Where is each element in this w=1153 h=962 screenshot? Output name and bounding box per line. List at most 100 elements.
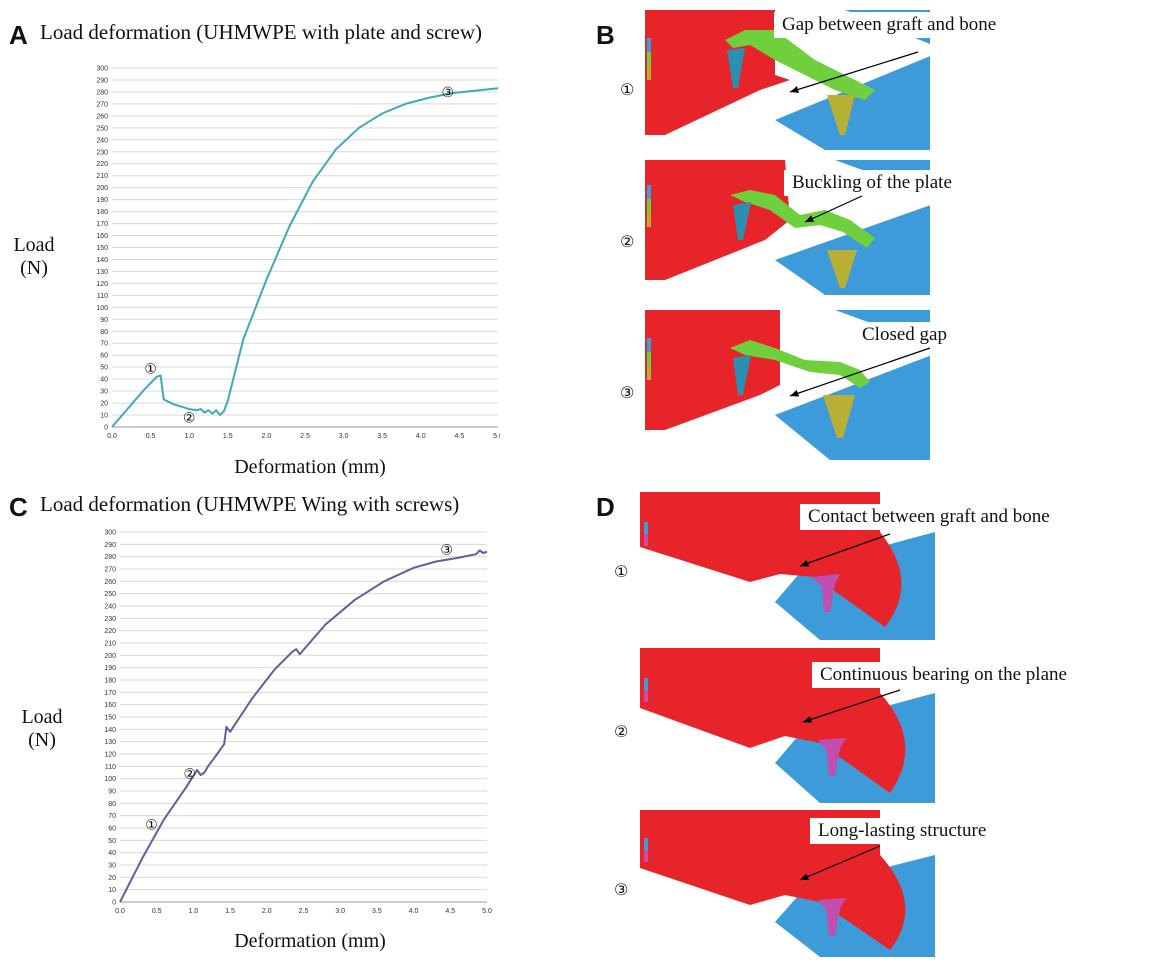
y-tick-label: 60 <box>108 826 116 833</box>
arrow-b3 <box>789 347 931 397</box>
series-line <box>119 549 488 903</box>
fea-image-b1 <box>645 10 945 150</box>
y-tick-label: 80 <box>108 801 116 808</box>
color-scale-bar <box>647 66 651 80</box>
chart-a: 0 10 20 30 40 50 60 70 80 90 100 110 120 130 140 150 160… <box>96 66 500 441</box>
callout-d3: Long-lasting structure <box>810 818 995 844</box>
y-tick-label: 260 <box>96 113 108 120</box>
y-tick-label: 110 <box>97 293 108 300</box>
series-line <box>111 87 499 428</box>
y-tick-label: 160 <box>96 233 108 240</box>
y-tick-label: 280 <box>104 554 116 561</box>
y-tick-label: 190 <box>104 665 116 672</box>
y-tick-label: 30 <box>108 863 116 870</box>
arrow-b2 <box>804 195 863 223</box>
x-tick-label: 1.5 <box>225 908 235 915</box>
bone-shape <box>775 10 945 150</box>
y-tick-label: 180 <box>104 678 116 685</box>
y-tick-label: 150 <box>104 715 116 722</box>
screw-shape <box>818 738 846 776</box>
y-tick-label: 30 <box>100 389 108 396</box>
y-tick-label: 290 <box>104 542 116 549</box>
y-tick-label: 50 <box>108 838 116 845</box>
color-scale-bar <box>644 838 648 850</box>
y-tick-label: 130 <box>96 269 108 276</box>
screw-shape <box>812 574 840 612</box>
step-annotation: ② <box>183 409 196 425</box>
y-tick-label: 230 <box>96 149 108 156</box>
x-tick-label: 4.5 <box>445 908 455 915</box>
x-tick-label: 0.5 <box>152 908 162 915</box>
chart-c-title: Load deformation (UHMWPE Wing with screw… <box>40 492 460 516</box>
callout-b1: Gap between graft and bone <box>774 12 1005 38</box>
plate-shape <box>725 30 875 100</box>
arrow-d3 <box>799 845 881 881</box>
x-tick-label: 3.0 <box>339 433 349 440</box>
color-scale-bar <box>647 38 651 52</box>
x-tick-label: 0.0 <box>115 908 125 915</box>
y-tick-label: 40 <box>100 377 108 384</box>
x-tick-label: 2.5 <box>300 433 310 440</box>
y-tick-label: 120 <box>104 752 116 759</box>
step-annotation: ① <box>144 360 157 376</box>
y-tick-label: 270 <box>104 567 116 574</box>
arrow-d1 <box>799 533 891 567</box>
color-scale-bar <box>647 338 651 352</box>
chart-a-ylabel-line2: (N) <box>20 257 48 279</box>
fea-render-b1 <box>645 10 945 150</box>
color-scale-bar <box>644 850 648 862</box>
graft-shape <box>640 810 906 950</box>
color-scale-bar <box>647 52 651 66</box>
fea-render-b3 <box>645 310 945 460</box>
y-tick-label: 10 <box>100 413 108 420</box>
plate-shape <box>730 340 870 388</box>
y-tick-label: 20 <box>100 401 108 408</box>
step-marker-d2: ② <box>614 722 629 741</box>
y-tick-label: 200 <box>96 185 108 192</box>
x-tick-label: 1.0 <box>184 433 194 440</box>
color-scale-bar <box>647 366 651 380</box>
color-scale-bar <box>644 534 648 546</box>
chart-c-ylabel-line1: Load <box>21 706 63 728</box>
y-tick-label: 220 <box>104 628 116 635</box>
fea-render-b2 <box>645 160 945 295</box>
fea-image-b3 <box>645 310 945 460</box>
step-marker-d3: ③ <box>614 880 629 899</box>
y-tick-label: 250 <box>96 125 108 132</box>
x-tick-label: 2.0 <box>262 908 272 915</box>
chart-a-title: Load deformation (UHMWPE with plate and … <box>40 20 483 44</box>
y-tick-label: 280 <box>96 89 108 96</box>
y-tick-label: 170 <box>104 690 116 697</box>
y-tick-label: 10 <box>108 887 116 894</box>
chart-a-xlabel: Deformation (mm) <box>234 456 386 478</box>
x-tick-label: 5.0 <box>482 908 492 915</box>
panel-letter-d: D <box>596 492 615 522</box>
y-tick-label: 20 <box>108 875 116 882</box>
y-tick-label: 230 <box>104 616 116 623</box>
step-marker-b1: ① <box>620 80 635 99</box>
y-tick-label: 140 <box>96 257 108 264</box>
fea-image-d3 <box>640 810 935 957</box>
y-tick-label: 130 <box>104 739 116 746</box>
panel-letter-b: B <box>596 20 615 50</box>
bone-shape <box>775 160 945 295</box>
arrow-d2 <box>802 689 901 723</box>
screw-shape <box>823 395 855 438</box>
x-tick-label: 1.0 <box>189 908 199 915</box>
x-tick-label: 2.0 <box>262 433 272 440</box>
callout-d1: Contact between graft and bone <box>800 504 1058 530</box>
y-tick-label: 300 <box>96 66 108 73</box>
y-tick-label: 270 <box>96 101 108 108</box>
fea-render-d3 <box>640 810 935 957</box>
x-tick-label: 3.5 <box>377 433 387 440</box>
panel-letter-c: C <box>9 492 28 522</box>
y-tick-label: 300 <box>104 530 116 537</box>
color-scale-bar <box>647 213 651 227</box>
x-tick-label: 3.5 <box>372 908 382 915</box>
chart-c-ylabel: Load (N) <box>10 706 74 752</box>
step-marker-b3: ③ <box>620 383 635 402</box>
y-tick-label: 290 <box>96 77 108 84</box>
y-tick-label: 120 <box>96 281 108 288</box>
x-tick-label: 3.0 <box>335 908 345 915</box>
